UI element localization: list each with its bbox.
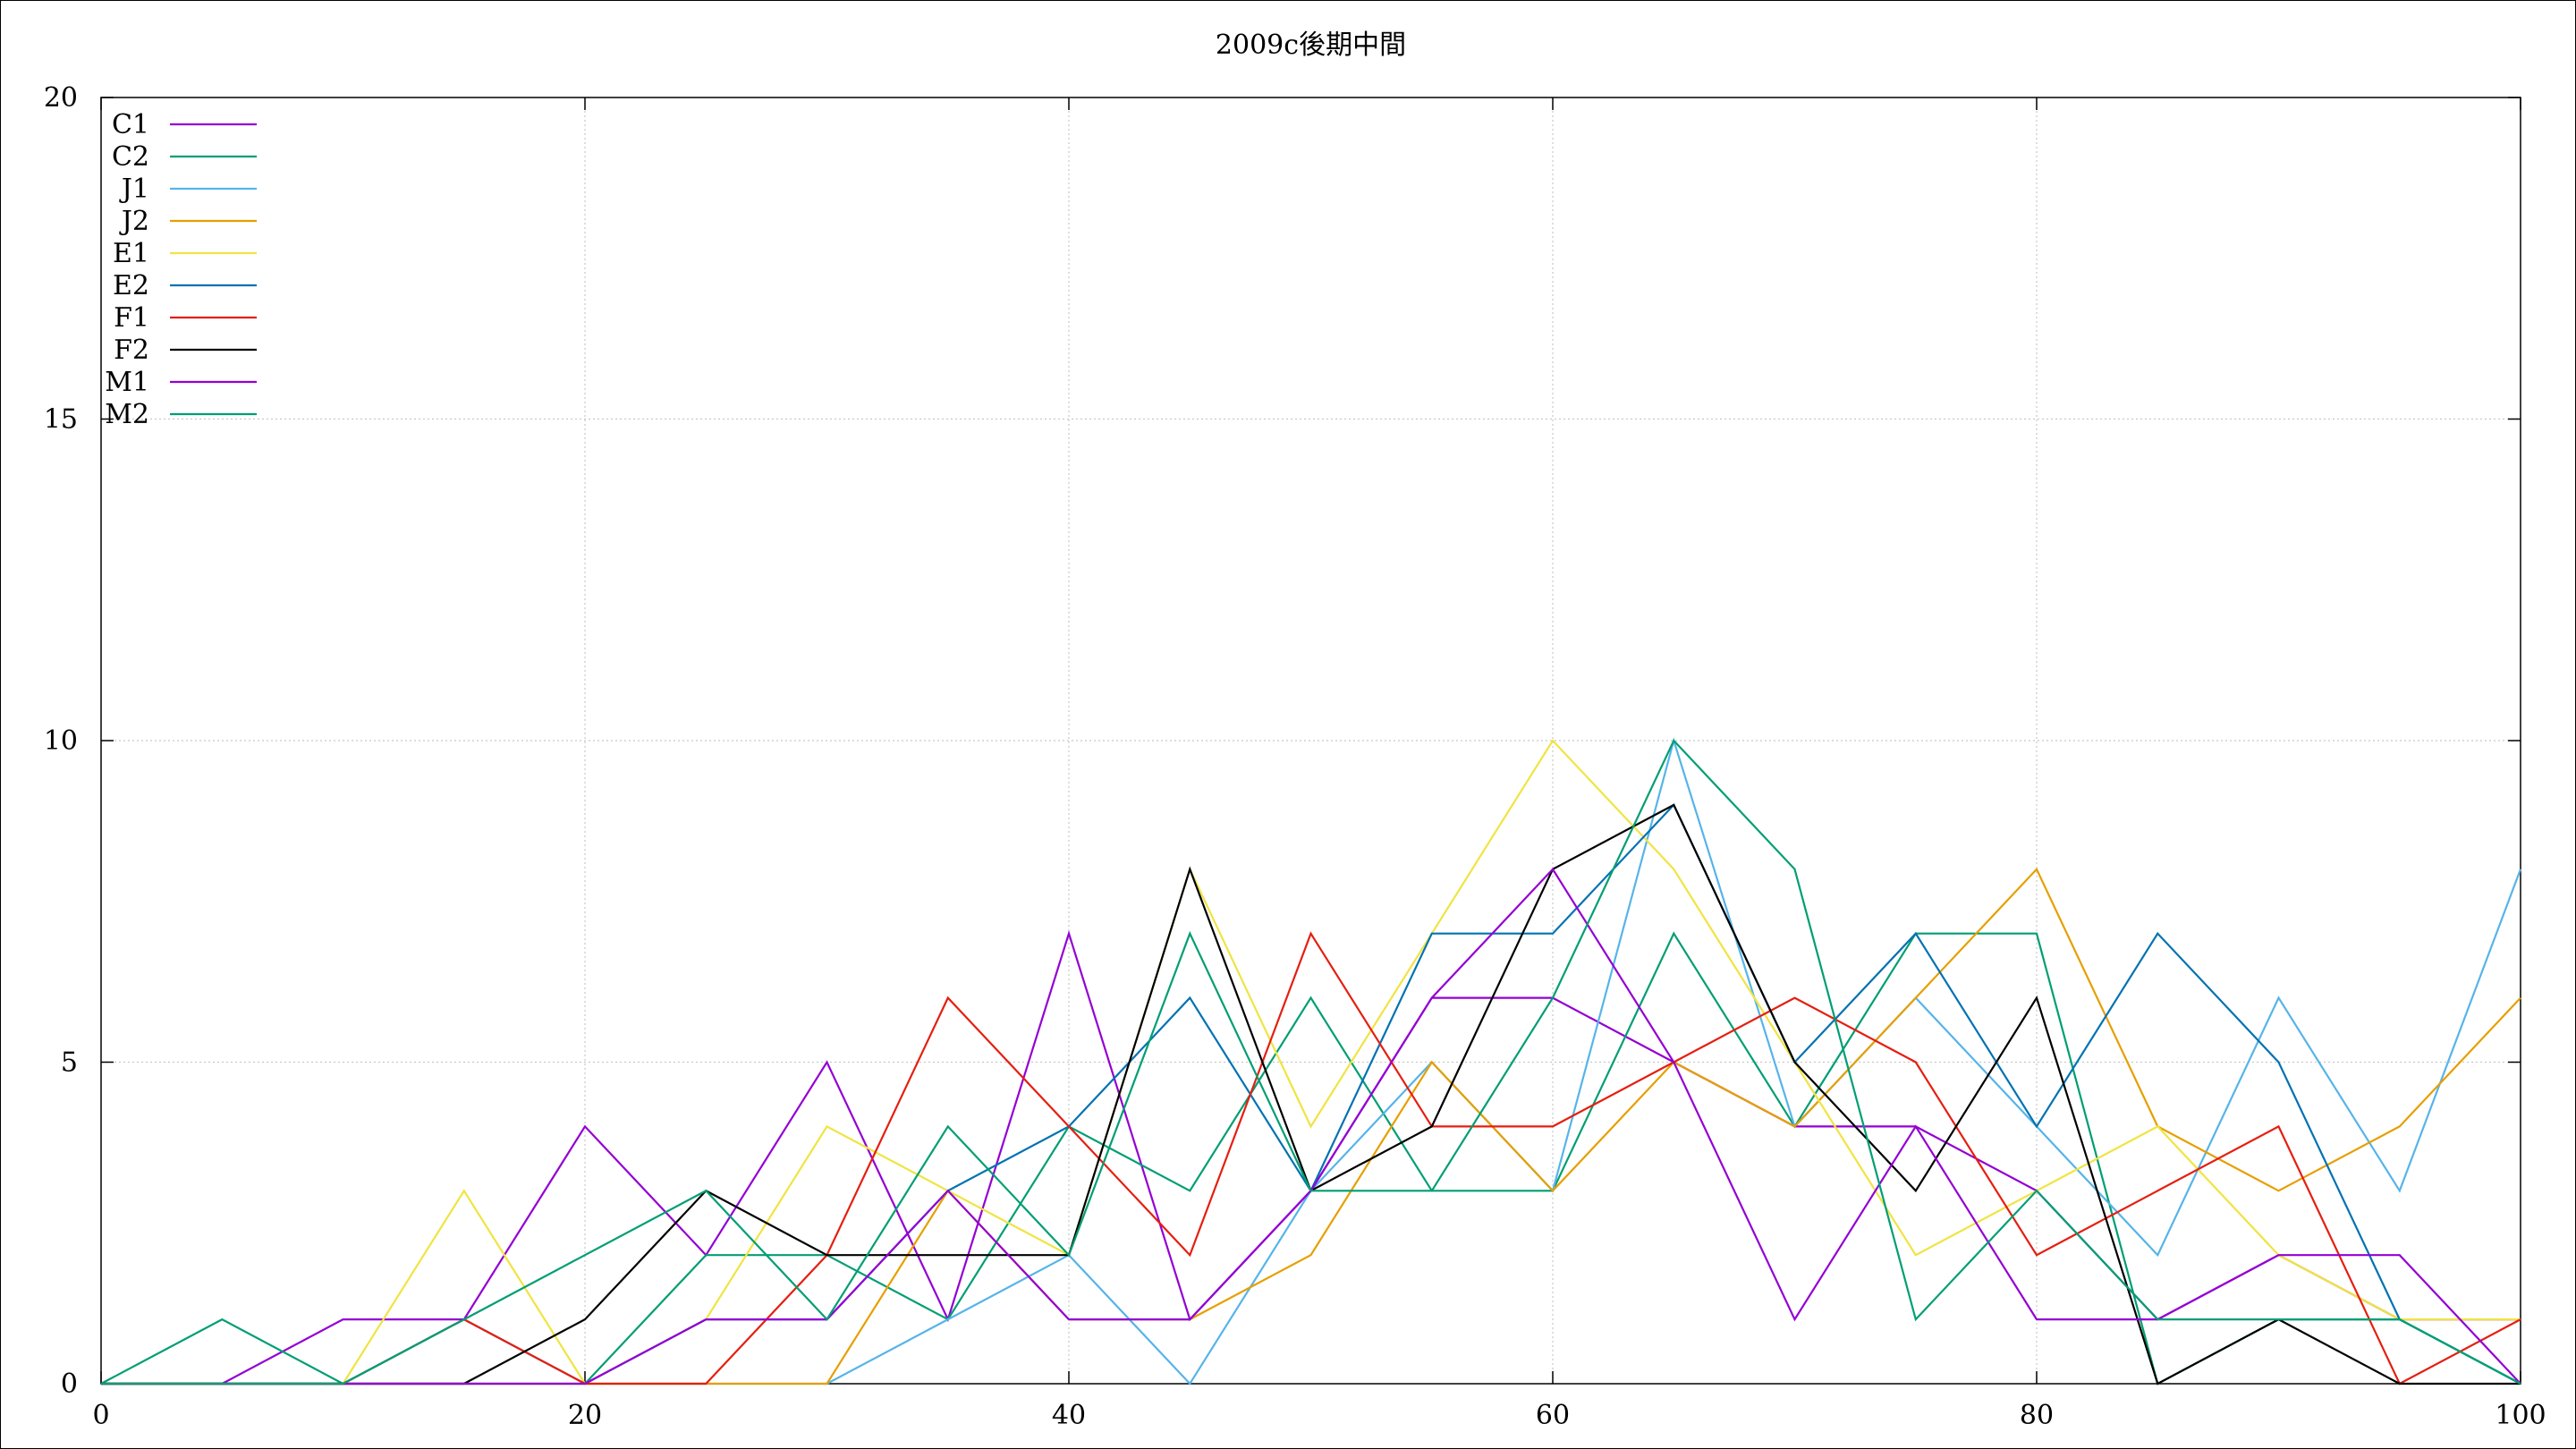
legend-label-m1: M1 <box>105 367 149 398</box>
legend-label-m2: M2 <box>105 399 149 430</box>
x-tick-label: 40 <box>1052 1400 1086 1431</box>
y-tick-label: 5 <box>61 1047 78 1079</box>
y-tick-label: 10 <box>44 725 78 757</box>
series-line-e1 <box>101 739 2521 1385</box>
chart-title: 2009c後期中間 <box>1216 30 1406 61</box>
x-tick-label: 80 <box>2020 1400 2054 1431</box>
legend-label-j2: J2 <box>119 206 149 237</box>
grid-lines <box>101 97 2521 1384</box>
legend-label-j1: J1 <box>119 174 149 205</box>
series-line-c2 <box>100 931 2521 1385</box>
series-line-c1 <box>101 930 2521 1385</box>
x-tick-label: 60 <box>1536 1400 1570 1431</box>
x-tick-label: 100 <box>2495 1400 2546 1431</box>
series-line-f1 <box>101 931 2521 1385</box>
legend-label-c2: C2 <box>112 141 149 173</box>
legend-label-c1: C1 <box>112 109 149 140</box>
series-line-m2 <box>101 739 2521 1385</box>
y-tick-label: 20 <box>44 82 78 114</box>
x-tick-label: 0 <box>92 1400 109 1431</box>
series-line-e2 <box>101 802 2521 1385</box>
legend-label-e1: E1 <box>113 238 149 269</box>
x-tick-label: 20 <box>568 1400 602 1431</box>
y-tick-label: 0 <box>61 1368 78 1400</box>
axis-ticks: 0 5 10 15 20 0 20 40 60 80 100 <box>44 82 2546 1431</box>
series-lines <box>100 737 2522 1385</box>
legend-label-f2: F2 <box>114 335 149 366</box>
series-line-f2 <box>101 803 2521 1385</box>
legend-label-f1: F1 <box>114 302 149 334</box>
legend-label-e2: E2 <box>113 270 149 301</box>
y-tick-label: 15 <box>44 404 78 436</box>
